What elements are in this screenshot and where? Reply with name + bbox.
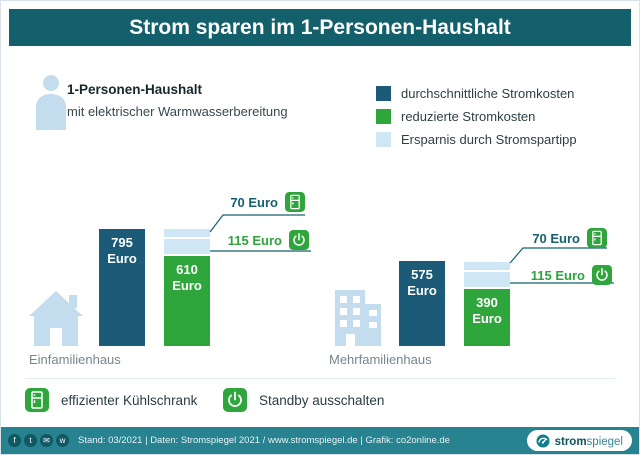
gauge-icon xyxy=(536,434,550,447)
annotation-standby-saving: 115 Euro xyxy=(531,265,612,285)
annotation-label: 70 Euro xyxy=(230,194,278,210)
annotation-fridge-saving: 70 Euro xyxy=(230,192,305,212)
reduced-bar-label: 390 Euro xyxy=(472,295,502,327)
apartment-building-icon xyxy=(335,290,381,346)
fridge-icon xyxy=(587,228,607,248)
chart-group-einfamilienhaus: 795 Euro 610 Euro 70 Euro xyxy=(9,176,329,367)
legend-swatch-savings xyxy=(376,132,391,147)
page-title: Strom sparen im 1-Personen-Haushalt xyxy=(129,15,511,39)
legend-label: reduzierte Stromkosten xyxy=(401,109,536,124)
whatsapp-icon[interactable]: w xyxy=(56,434,69,447)
annotation-label: 70 Euro xyxy=(532,230,580,246)
fridge-icon xyxy=(25,388,49,412)
annotation-label: 115 Euro xyxy=(530,267,585,283)
twitter-icon[interactable]: t xyxy=(24,434,37,447)
legend-label: Ersparnis durch Stromspartipp xyxy=(401,132,577,147)
legend-swatch-average xyxy=(376,86,391,101)
stromspiegel-logo[interactable]: stromspiegel xyxy=(526,430,632,451)
tip-label: Standby ausschalten xyxy=(259,392,385,408)
social-icons: f t ✉ w xyxy=(8,434,69,447)
annotation-label: 115 Euro xyxy=(227,232,282,248)
power-icon xyxy=(289,230,309,250)
person-icon xyxy=(36,75,66,130)
legend-item-savings: Ersparnis durch Stromspartipp xyxy=(376,132,577,147)
power-icon xyxy=(223,388,247,412)
email-icon[interactable]: ✉ xyxy=(40,434,53,447)
legend-item-average: durchschnittliche Stromkosten xyxy=(376,86,577,101)
intro-subtitle: mit elektrischer Warmwasserbereitung xyxy=(67,104,288,119)
average-bar: 795 Euro xyxy=(99,229,145,346)
footer-meta: Stand: 03/2021 | Daten: Stromspiegel 202… xyxy=(78,435,450,446)
power-icon xyxy=(592,265,612,285)
category-label: Einfamilienhaus xyxy=(29,352,121,367)
stacked-bar: 610 Euro xyxy=(164,229,210,346)
intro-title: 1-Personen-Haushalt xyxy=(67,82,203,97)
category-label: Mehrfamilienhaus xyxy=(329,352,432,367)
chart-group-mehrfamilienhaus: 575 Euro 390 Euro 70 Euro xyxy=(309,176,633,367)
legend-item-reduced: reduzierte Stromkosten xyxy=(376,109,577,124)
average-bar: 575 Euro xyxy=(399,261,445,346)
tip-item-fridge: effizienter Kühlschrank xyxy=(25,388,197,412)
legend-label: durchschnittliche Stromkosten xyxy=(401,86,575,101)
logo-text-light: spiegel xyxy=(586,435,623,448)
saving-segment xyxy=(164,239,210,256)
tip-label: effizienter Kühlschrank xyxy=(61,392,198,408)
header-bar: Strom sparen im 1-Personen-Haushalt xyxy=(9,9,631,46)
saving-segment xyxy=(164,229,210,239)
stacked-bar: 390 Euro xyxy=(464,262,510,346)
reduced-bar-label: 610 Euro xyxy=(172,262,202,294)
main-area: 1-Personen-Haushalt mit elektrischer War… xyxy=(9,46,631,427)
logo-text-bold: strom xyxy=(554,435,587,448)
reduced-segment: 390 Euro xyxy=(464,289,510,346)
legend-swatch-reduced xyxy=(376,109,391,124)
average-bar-label: 795 Euro xyxy=(107,235,137,267)
saving-segment xyxy=(464,262,510,272)
house-icon xyxy=(29,291,83,346)
average-bar-label: 575 Euro xyxy=(407,267,437,299)
annotation-fridge-saving: 70 Euro xyxy=(532,228,607,248)
legend: durchschnittliche Stromkosten reduzierte… xyxy=(376,86,577,155)
footer-bar: f t ✉ w Stand: 03/2021 | Daten: Stromspi… xyxy=(1,427,639,454)
divider xyxy=(25,378,615,379)
annotation-standby-saving: 115 Euro xyxy=(228,230,309,250)
tip-item-standby: Standby ausschalten xyxy=(223,388,384,412)
reduced-segment: 610 Euro xyxy=(164,256,210,346)
saving-segment xyxy=(464,272,510,289)
facebook-icon[interactable]: f xyxy=(8,434,21,447)
fridge-icon xyxy=(285,192,305,212)
